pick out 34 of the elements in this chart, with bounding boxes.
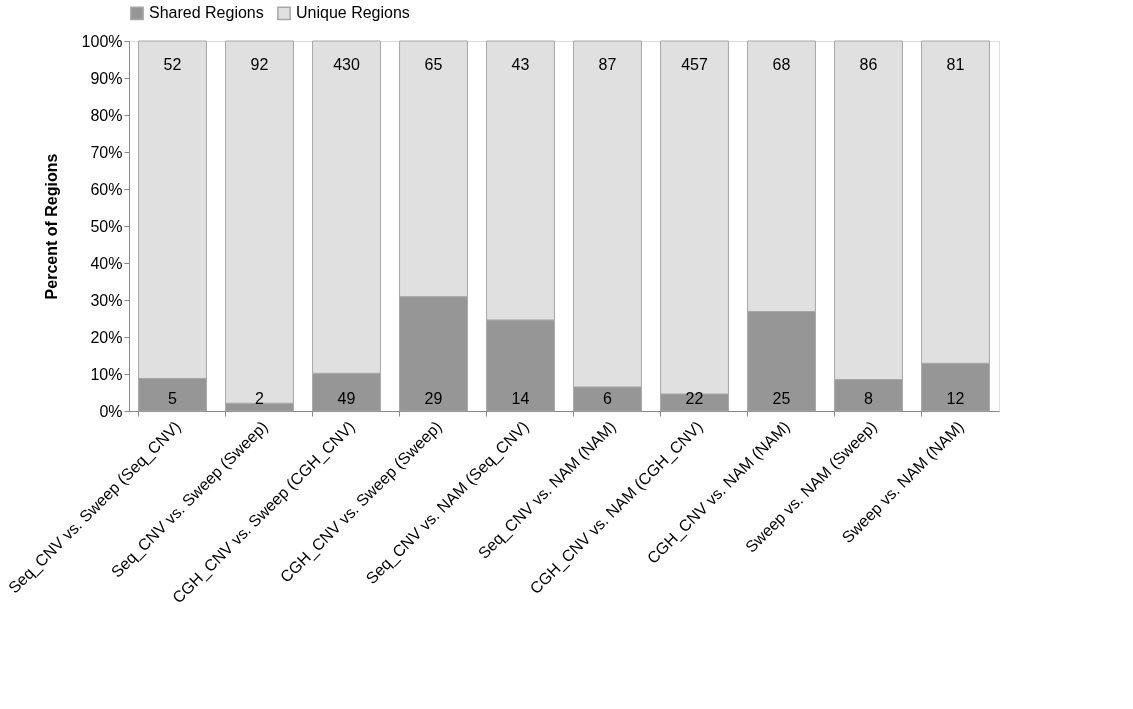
annotation: 49 (337, 390, 356, 407)
y-tick-label: 90% (90, 69, 123, 87)
y-tick-label: 0% (99, 402, 123, 420)
annotation: 2 (255, 390, 265, 407)
annotation: 22 (685, 390, 704, 407)
annotation: 6 (603, 390, 613, 407)
annotation: 81 (946, 56, 965, 73)
y-tick-label: 80% (90, 106, 123, 124)
annotation: 14 (511, 390, 530, 407)
y-tick-label: 70% (90, 143, 123, 161)
annotation: 68 (772, 56, 791, 73)
y-tick-label: 30% (90, 291, 123, 309)
annotation: 5 (168, 390, 178, 407)
annotation: 92 (250, 56, 269, 73)
y-tick-label: 100% (81, 32, 123, 50)
legend-label: Shared Regions (149, 4, 264, 22)
annotation: 87 (598, 56, 617, 73)
legend-label: Unique Regions (296, 4, 410, 22)
annotation: 457 (681, 56, 708, 73)
annotation: 65 (424, 56, 443, 73)
y-tick-label: 20% (90, 328, 123, 346)
annotation: 29 (424, 390, 443, 407)
annotation: 430 (333, 56, 360, 73)
y-tick-label: 60% (90, 180, 123, 198)
annotation: 43 (511, 56, 530, 73)
y-axis-title: Percent of Regions (42, 153, 60, 300)
annotation: 86 (859, 56, 878, 73)
y-tick-label: 50% (90, 217, 123, 235)
annotation: 52 (163, 56, 182, 73)
annotation: 25 (772, 390, 791, 407)
annotation: 8 (864, 390, 874, 407)
y-tick-label: 10% (90, 365, 123, 383)
y-tick-label: 40% (90, 254, 123, 272)
annotation: 12 (946, 390, 965, 407)
